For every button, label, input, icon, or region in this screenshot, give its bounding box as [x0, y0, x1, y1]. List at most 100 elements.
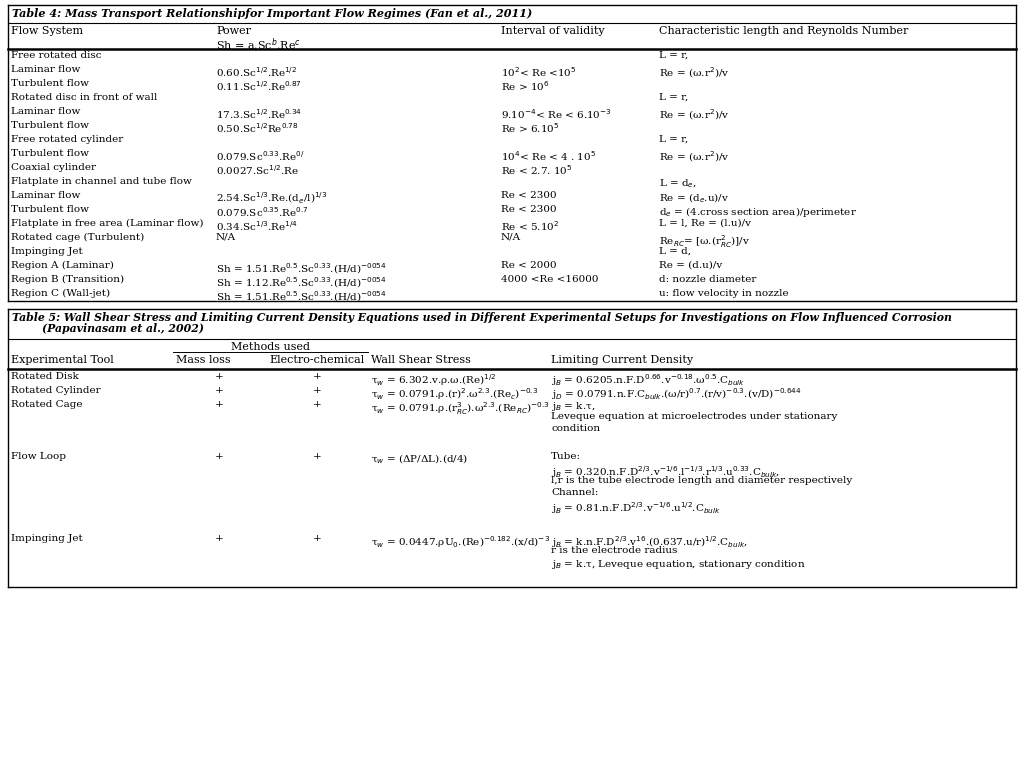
Text: Laminar flow: Laminar flow — [11, 65, 80, 74]
Text: 9.10$^{-4}$< Re < 6.10$^{-3}$: 9.10$^{-4}$< Re < 6.10$^{-3}$ — [501, 107, 611, 121]
Text: Re = (ω.r$^{2}$)/v: Re = (ω.r$^{2}$)/v — [659, 65, 729, 80]
Text: d$_{e}$ = (4.cross section area)/perimeter: d$_{e}$ = (4.cross section area)/perimet… — [659, 205, 857, 219]
Text: +: + — [215, 386, 224, 395]
Text: Power: Power — [216, 26, 251, 36]
Text: Re < 2.7. 10$^{5}$: Re < 2.7. 10$^{5}$ — [501, 163, 572, 177]
Text: Re < 2300: Re < 2300 — [501, 191, 557, 200]
Text: Methods used: Methods used — [231, 342, 310, 352]
Text: +: + — [312, 386, 322, 395]
Text: Rotated disc in front of wall: Rotated disc in front of wall — [11, 93, 158, 102]
Text: l,r is the tube electrode length and diameter respectively: l,r is the tube electrode length and dia… — [551, 476, 852, 485]
Text: Re > 10$^{6}$: Re > 10$^{6}$ — [501, 79, 550, 93]
Text: 0.34.Sc$^{1/3}$.Re$^{1/4}$: 0.34.Sc$^{1/3}$.Re$^{1/4}$ — [216, 219, 298, 233]
Text: +: + — [215, 534, 224, 543]
Text: Re = (d.u)/v: Re = (d.u)/v — [659, 261, 722, 270]
Text: 10$^{4}$< Re < 4 . 10$^{5}$: 10$^{4}$< Re < 4 . 10$^{5}$ — [501, 149, 596, 163]
Text: (Papavinasam et al., 2002): (Papavinasam et al., 2002) — [12, 323, 204, 334]
Text: Table 4: Mass Transport Relationshipfor Important Flow Regimes (Fan et al., 2011: Table 4: Mass Transport Relationshipfor … — [12, 8, 532, 19]
Text: Table 5: Wall Shear Stress and Limiting Current Density Equations used in Differ: Table 5: Wall Shear Stress and Limiting … — [12, 312, 952, 323]
Text: L = l, Re = (l.u)/v: L = l, Re = (l.u)/v — [659, 219, 751, 228]
Text: j$_{B}$ = 0.81.n.F.D$^{2/3}$.v$^{-1/6}$.u$^{1/2}$.C$_{bulk}$: j$_{B}$ = 0.81.n.F.D$^{2/3}$.v$^{-1/6}$.… — [551, 500, 721, 516]
Text: L = r,: L = r, — [659, 135, 688, 144]
Text: Sh = 1.12.Re$^{0.5}$.Sc$^{0.33}$.(H/d)$^{-0054}$: Sh = 1.12.Re$^{0.5}$.Sc$^{0.33}$.(H/d)$^… — [216, 275, 387, 289]
Text: Flow System: Flow System — [11, 26, 83, 36]
Text: Re < 2300: Re < 2300 — [501, 205, 557, 214]
Text: Re < 2000: Re < 2000 — [501, 261, 557, 270]
Text: Rotated Cylinder: Rotated Cylinder — [11, 386, 100, 395]
Text: 0.079.Sc$^{0.35}$.Re$^{0.7}$: 0.079.Sc$^{0.35}$.Re$^{0.7}$ — [216, 205, 308, 219]
Text: N/A: N/A — [501, 233, 521, 242]
Text: Laminar flow: Laminar flow — [11, 107, 80, 116]
Text: Sh = 1.51.Re$^{0.5}$.Sc$^{0.33}$.(H/d)$^{-0054}$: Sh = 1.51.Re$^{0.5}$.Sc$^{0.33}$.(H/d)$^… — [216, 289, 387, 303]
Text: Rotated cage (Turbulent): Rotated cage (Turbulent) — [11, 233, 144, 242]
Text: j$_{B}$ = 0.6205.n.F.D$^{0.66}$.v$^{-0.18}$.ω$^{0.5}$.C$_{bulk}$: j$_{B}$ = 0.6205.n.F.D$^{0.66}$.v$^{-0.1… — [551, 372, 745, 388]
Text: Re = (ω.r$^{2}$)/v: Re = (ω.r$^{2}$)/v — [659, 107, 729, 122]
Text: Channel:: Channel: — [551, 488, 598, 497]
Text: +: + — [312, 534, 322, 543]
Text: Free rotated disc: Free rotated disc — [11, 51, 101, 60]
Text: Turbulent flow: Turbulent flow — [11, 149, 89, 158]
Text: j$_{B}$ = 0.320.n.F.D$^{2/3}$.v$^{-1/6}$.l$^{-1/3}$.r$^{1/3}$.u$^{0.33}$.C$_{bul: j$_{B}$ = 0.320.n.F.D$^{2/3}$.v$^{-1/6}$… — [551, 464, 780, 480]
Text: Impinging Jet: Impinging Jet — [11, 534, 83, 543]
Text: Flatplate in channel and tube flow: Flatplate in channel and tube flow — [11, 177, 191, 186]
Text: Region B (Transition): Region B (Transition) — [11, 275, 124, 284]
Text: 17.3.Sc$^{1/2}$.Re$^{0.34}$: 17.3.Sc$^{1/2}$.Re$^{0.34}$ — [216, 107, 302, 121]
Text: Re < 5.10$^{2}$: Re < 5.10$^{2}$ — [501, 219, 559, 233]
Text: +: + — [312, 452, 322, 461]
Text: τ$_{w}$ = (ΔP/ΔL).(d/4): τ$_{w}$ = (ΔP/ΔL).(d/4) — [371, 452, 468, 466]
Text: Interval of validity: Interval of validity — [501, 26, 604, 36]
Text: d: nozzle diameter: d: nozzle diameter — [659, 275, 757, 284]
Text: Region A (Laminar): Region A (Laminar) — [11, 261, 114, 270]
Text: +: + — [312, 400, 322, 409]
Text: +: + — [215, 372, 224, 381]
Text: Turbulent flow: Turbulent flow — [11, 205, 89, 214]
Text: j$_{B}$ = k.n.F.D$^{2/3}$.v$^{16}$.(0.637.u/r)$^{1/2}$.C$_{bulk}$,: j$_{B}$ = k.n.F.D$^{2/3}$.v$^{16}$.(0.63… — [551, 534, 748, 550]
Text: Re$_{RC}$= [ω.(r$_{RC}^{2}$)]/v: Re$_{RC}$= [ω.(r$_{RC}^{2}$)]/v — [659, 233, 751, 250]
Text: 0.60.Sc$^{1/2}$.Re$^{1/2}$: 0.60.Sc$^{1/2}$.Re$^{1/2}$ — [216, 65, 297, 79]
Text: 0.0027.Sc$^{1/2}$.Re: 0.0027.Sc$^{1/2}$.Re — [216, 163, 299, 177]
Text: j$_{B}$ = k.τ,: j$_{B}$ = k.τ, — [551, 400, 596, 413]
Text: Impinging Jet: Impinging Jet — [11, 247, 83, 256]
Text: 10$^{2}$< Re <10$^{5}$: 10$^{2}$< Re <10$^{5}$ — [501, 65, 577, 79]
Text: Turbulent flow: Turbulent flow — [11, 121, 89, 130]
Text: Re > 6.10$^{5}$: Re > 6.10$^{5}$ — [501, 121, 559, 135]
Text: Wall Shear Stress: Wall Shear Stress — [371, 355, 471, 365]
Text: τ$_{w}$ = 0.0791.ρ.(r$_{RC}^{3}$).ω$^{2.3}$.(Re$_{RC}$)$^{-0.3}$: τ$_{w}$ = 0.0791.ρ.(r$_{RC}^{3}$).ω$^{2.… — [371, 400, 550, 417]
Text: L = d$_{e}$,: L = d$_{e}$, — [659, 177, 697, 189]
Text: +: + — [312, 372, 322, 381]
Text: Re = (d$_{e}$.u)/v: Re = (d$_{e}$.u)/v — [659, 191, 729, 205]
Text: Flatplate in free area (Laminar flow): Flatplate in free area (Laminar flow) — [11, 219, 204, 228]
Text: Characteristic length and Reynolds Number: Characteristic length and Reynolds Numbe… — [659, 26, 908, 36]
Text: Flow Loop: Flow Loop — [11, 452, 66, 461]
Text: u: flow velocity in nozzle: u: flow velocity in nozzle — [659, 289, 788, 298]
Text: Rotated Disk: Rotated Disk — [11, 372, 79, 381]
Text: Electro-chemical: Electro-chemical — [269, 355, 365, 365]
Text: Experimental Tool: Experimental Tool — [11, 355, 114, 365]
Text: τ$_{w}$ = 6.302.v.ρ.ω.(Re)$^{1/2}$: τ$_{w}$ = 6.302.v.ρ.ω.(Re)$^{1/2}$ — [371, 372, 497, 388]
Text: 0.079.Sc$^{0.33}$.Re$^{0/}$: 0.079.Sc$^{0.33}$.Re$^{0/}$ — [216, 149, 305, 163]
Text: j$_{B}$ = k.τ, Leveque equation, stationary condition: j$_{B}$ = k.τ, Leveque equation, station… — [551, 558, 806, 571]
Text: Mass loss: Mass loss — [176, 355, 230, 365]
Text: +: + — [215, 400, 224, 409]
Text: τ$_{w}$ = 0.0447.ρU$_{0}$.(Re)$^{-0.182}$.(x/d)$^{-3}$: τ$_{w}$ = 0.0447.ρU$_{0}$.(Re)$^{-0.182}… — [371, 534, 550, 550]
Text: L = r,: L = r, — [659, 93, 688, 102]
Text: Limiting Current Density: Limiting Current Density — [551, 355, 693, 365]
Text: Sh = a.Sc$^{b}$.Re$^{c}$: Sh = a.Sc$^{b}$.Re$^{c}$ — [216, 36, 301, 53]
Text: 4000 <Re <16000: 4000 <Re <16000 — [501, 275, 598, 284]
Text: 2.54.Sc$^{1/3}$.Re.(d$_{e}$/l)$^{1/3}$: 2.54.Sc$^{1/3}$.Re.(d$_{e}$/l)$^{1/3}$ — [216, 191, 328, 206]
Text: Sh = 1.51.Re$^{0.5}$.Sc$^{0.33}$.(H/d)$^{-0054}$: Sh = 1.51.Re$^{0.5}$.Sc$^{0.33}$.(H/d)$^… — [216, 261, 387, 275]
Text: Rotated Cage: Rotated Cage — [11, 400, 83, 409]
Text: L = r,: L = r, — [659, 51, 688, 60]
Text: L = d,: L = d, — [659, 247, 691, 256]
Text: Laminar flow: Laminar flow — [11, 191, 80, 200]
Text: Tube:: Tube: — [551, 452, 581, 461]
Text: Turbulent flow: Turbulent flow — [11, 79, 89, 88]
Text: Free rotated cylinder: Free rotated cylinder — [11, 135, 123, 144]
Text: 0.11.Sc$^{1/2}$.Re$^{0.87}$: 0.11.Sc$^{1/2}$.Re$^{0.87}$ — [216, 79, 302, 93]
Text: +: + — [215, 452, 224, 461]
Text: Coaxial cylinder: Coaxial cylinder — [11, 163, 96, 172]
Text: j$_{D}$ = 0.0791.n.F.C$_{bulk}$.(ω/r)$^{0.7}$.(r/v)$^{-0.3}$.(v/D)$^{-0.644}$: j$_{D}$ = 0.0791.n.F.C$_{bulk}$.(ω/r)$^{… — [551, 386, 802, 402]
Text: Leveque equation at microelectrodes under stationary: Leveque equation at microelectrodes unde… — [551, 412, 838, 421]
Text: N/A: N/A — [216, 233, 237, 242]
Text: r is the electrode radius: r is the electrode radius — [551, 546, 677, 555]
